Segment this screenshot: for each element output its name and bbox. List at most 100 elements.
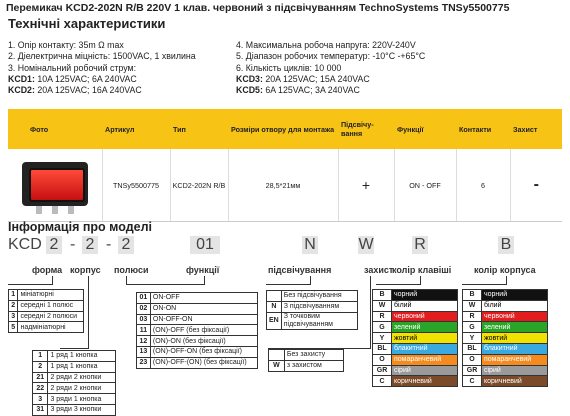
table-row: Без підсвічування <box>266 290 359 302</box>
product-photo <box>8 149 103 222</box>
color-name: червоний <box>481 310 548 323</box>
code-functions: 01 <box>190 236 220 254</box>
code-key-color: R <box>412 236 428 254</box>
cell-size: 28,5*21мм <box>228 149 339 222</box>
rocker-switch-image <box>21 162 88 214</box>
color-name: блакитний <box>481 342 548 355</box>
label-protection: захист <box>364 265 394 275</box>
color-code: R <box>372 310 392 323</box>
code-dash: - <box>106 236 112 253</box>
color-code: B <box>462 289 482 301</box>
table-row: 3 середні 2 полюси <box>7 310 84 323</box>
spec-line: KCD1: 10A 125VAC; 6A 240VAC <box>8 73 137 84</box>
color-name: зелений <box>481 321 548 334</box>
color-code: G <box>462 321 482 334</box>
header-backlight: Підсвічу-вання <box>338 109 394 149</box>
header-protection: Захист <box>510 109 562 149</box>
table-row: EN З точковим підсвічуванням <box>266 311 359 330</box>
table-row: 21 2 ряди 2 кнопки <box>31 371 116 384</box>
label-backlight: підсвічування <box>268 265 332 275</box>
spec-line: KCD2: 20A 125VAC; 16A 240VAC <box>8 85 142 96</box>
spec-line: 2. Діелектрична міцність: 1500VAC, 1 хви… <box>8 51 196 62</box>
label-key-color: колір клавіші <box>392 265 452 275</box>
spec-line: 1. Опір контакту: 35m Ω max <box>8 40 124 50</box>
tech-specs-right: 4. Максимальна робоча напруга: 220V-240V… <box>236 40 425 96</box>
color-code: BL <box>462 342 482 355</box>
header-functions: Функції <box>394 109 456 149</box>
color-code: B <box>372 289 392 301</box>
cell-functions: ON - OFF <box>394 149 457 222</box>
color-name: білий <box>481 299 548 312</box>
header-photo: Фото <box>8 109 102 149</box>
color-name: білий <box>391 299 458 312</box>
color-code: GR <box>462 364 482 377</box>
table-row: Без захисту <box>268 349 345 361</box>
table-row: 31 3 ряди 3 кнопки <box>31 403 116 416</box>
color-name: коричневий <box>481 375 548 388</box>
color-row: GR сірий <box>462 364 548 377</box>
color-code: R <box>462 310 482 323</box>
color-code: Y <box>462 332 482 344</box>
color-name: жовтий <box>391 332 458 344</box>
table-row: 1 мініатюрні <box>7 289 84 301</box>
color-code: W <box>462 299 482 312</box>
color-code: C <box>372 375 392 388</box>
code-dash: - <box>70 236 76 253</box>
table-row: 5 надмініатюрні <box>7 321 84 334</box>
table-row: 11 (ON)-OFF (без фіксації) <box>136 324 259 337</box>
info-heading: Інформація про моделі <box>8 220 153 234</box>
color-name: коричневий <box>391 375 458 388</box>
color-row: BL блакитний <box>462 342 548 355</box>
cell-article: TNSy5500775 <box>102 149 171 222</box>
color-name: чорний <box>391 289 458 301</box>
model-code-prefix: KCD <box>8 236 42 253</box>
color-row: BL блакитний <box>372 342 458 355</box>
spec-line: KCD3: 20A 125VAC; 15A 240VAC <box>236 73 370 84</box>
header-contacts: Контакти <box>456 109 510 149</box>
table-row: 01 ON-OFF <box>136 292 259 304</box>
code-poles: 2 <box>118 236 134 254</box>
table-row: 02 ON-ON <box>136 302 259 315</box>
forma-table: 1 мініатюрні 2 середні 1 полюс 3 середні 2 … <box>7 289 84 334</box>
table-row: 2 середні 1 полюс <box>7 299 84 312</box>
color-name: жовтий <box>481 332 548 344</box>
spec-line: KCD5: 6A 125VAC; 3A 240VAC <box>236 85 360 96</box>
header-type: Тип <box>170 109 228 149</box>
label-poles: полюси <box>114 265 149 275</box>
tech-specs-left: 1. Опір контакту: 35m Ω max 2. Діелектри… <box>8 40 196 96</box>
color-name: чорний <box>481 289 548 301</box>
code-protection: W <box>358 236 374 254</box>
cell-type: KCD2-202N R/B <box>170 149 229 222</box>
cell-backlight: + <box>338 149 395 222</box>
cell-protection: - <box>510 149 562 222</box>
label-functions: функції <box>186 265 220 275</box>
code-corpus: 2 <box>82 236 98 254</box>
color-code: GR <box>372 364 392 377</box>
code-body-color: B <box>498 236 514 254</box>
spec-line: 6. Кількість циклів: 10 000 <box>236 62 342 73</box>
color-name: червоний <box>391 310 458 323</box>
product-table: Фото Артикул Тип Розміри отвору для монт… <box>8 109 562 222</box>
color-code: BL <box>372 342 392 355</box>
code-forma: 2 <box>46 236 62 254</box>
table-row: 03 ON-OFF-ON <box>136 313 259 326</box>
spec-line: 5. Діапазон робочих температур: -10°C -+… <box>236 51 426 62</box>
header-article: Артикул <box>102 109 170 149</box>
color-code: C <box>462 375 482 388</box>
color-name: блакитний <box>391 342 458 355</box>
color-code: O <box>462 353 482 366</box>
